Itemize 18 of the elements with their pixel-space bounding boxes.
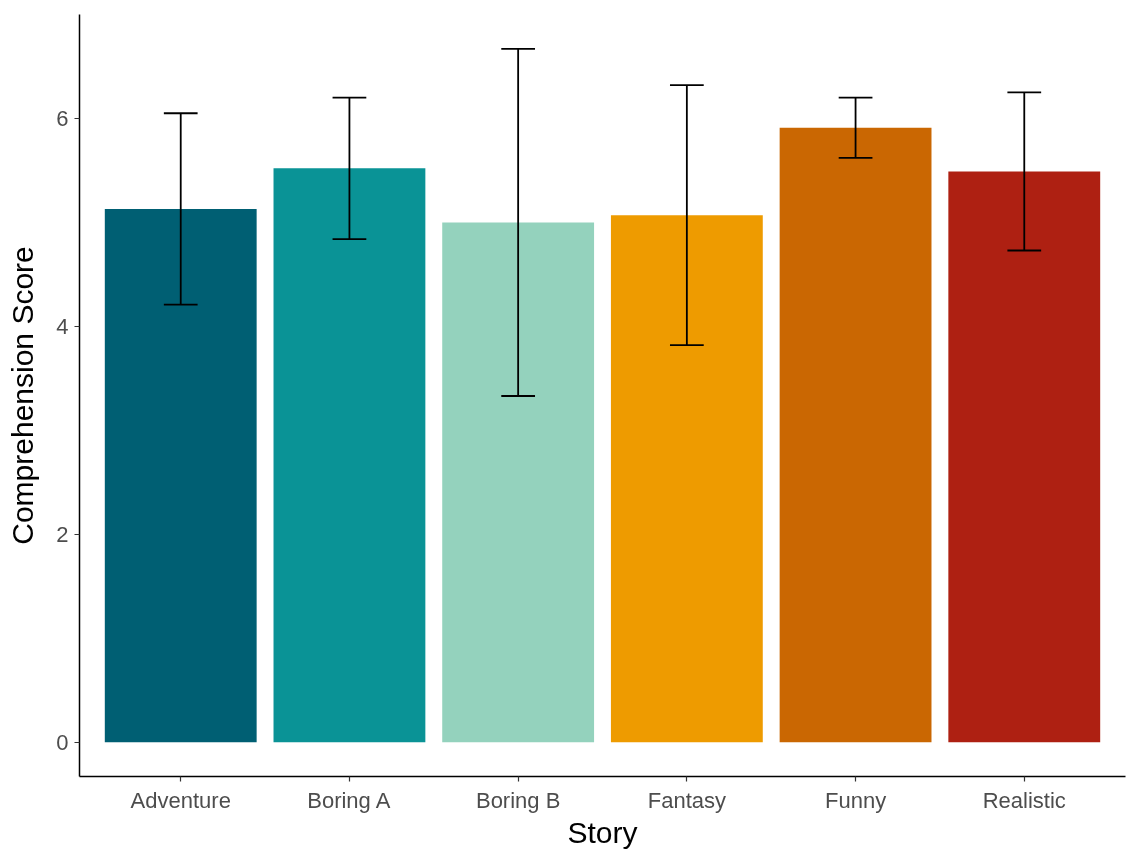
- x-tick-label: Boring B: [475, 787, 561, 813]
- bar: [948, 171, 1101, 743]
- x-tick-label: Fantasy: [647, 787, 726, 813]
- x-tick-label: Realistic: [982, 787, 1066, 813]
- y-tick-label: 2: [56, 521, 69, 547]
- x-tick-label: Funny: [824, 787, 887, 813]
- y-axis-title: Comprehension Score: [6, 246, 40, 545]
- bar: [442, 222, 595, 743]
- bar: [273, 168, 426, 743]
- x-tick-label: Boring A: [307, 787, 391, 813]
- y-tick-label: 4: [56, 313, 69, 339]
- x-tick-label: Adventure: [130, 787, 231, 813]
- bar: [104, 208, 257, 743]
- x-axis-title: Story: [567, 815, 638, 849]
- bar: [610, 215, 763, 743]
- y-tick-label: 6: [56, 105, 69, 131]
- y-tick-label: 0: [56, 729, 69, 755]
- bar: [779, 127, 932, 743]
